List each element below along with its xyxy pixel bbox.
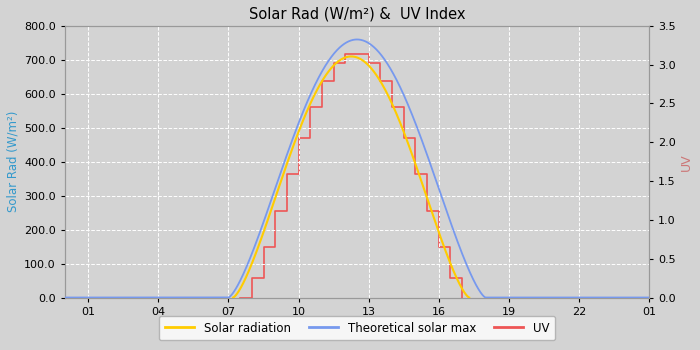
Y-axis label: UV: UV — [680, 153, 693, 170]
Title: Solar Rad (W/m²) &  UV Index: Solar Rad (W/m²) & UV Index — [248, 7, 466, 22]
Legend: Solar radiation, Theoretical solar max, UV: Solar radiation, Theoretical solar max, … — [159, 316, 555, 341]
Y-axis label: Solar Rad (W/m²): Solar Rad (W/m²) — [7, 111, 20, 212]
